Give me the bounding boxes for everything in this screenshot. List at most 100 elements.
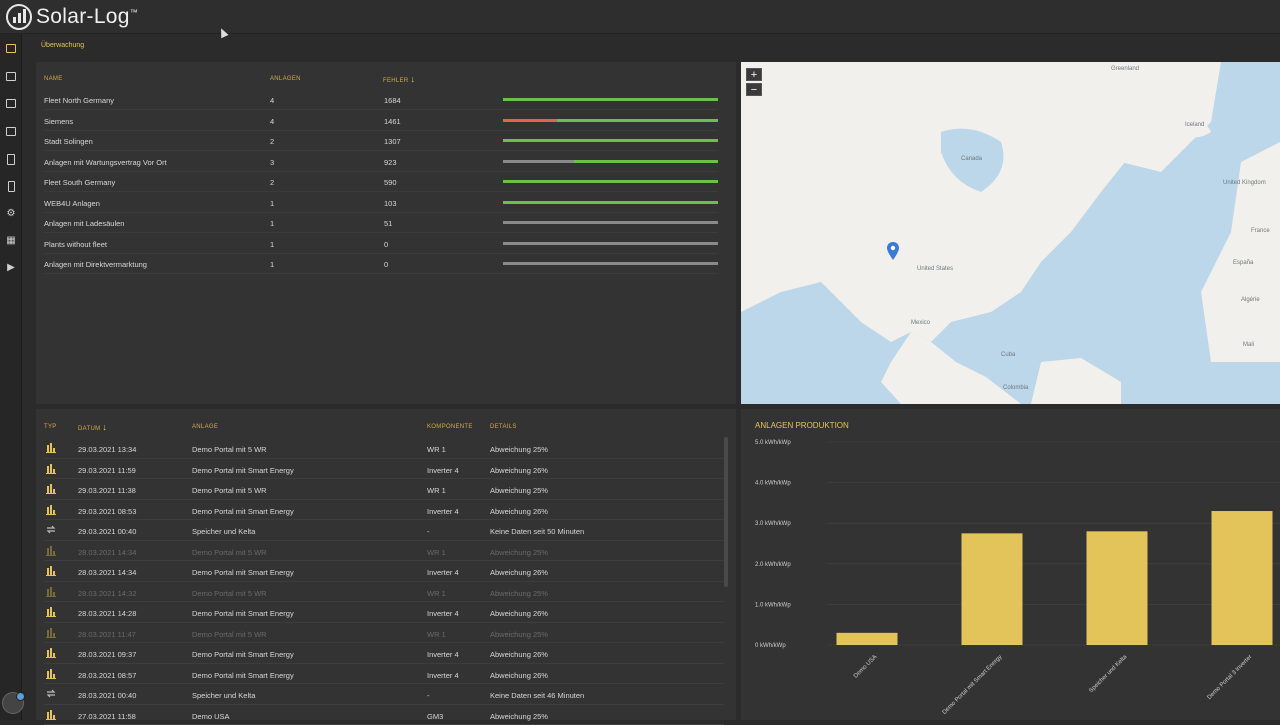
column-header-plant[interactable]: ANLAGE [192, 424, 218, 430]
fleet-panel: NAME ANLAGEN FEHLER ↓ Fleet North German… [36, 62, 736, 404]
column-header-plants[interactable]: ANLAGEN [270, 76, 301, 82]
dashboard-icon[interactable] [5, 71, 17, 82]
app-logo[interactable]: Solar-Log™ [6, 4, 138, 30]
fleet-plant-count: 1 [270, 199, 274, 208]
map-panel[interactable]: + − United States Mexico Canada Greenlan… [741, 62, 1280, 404]
sidebar: ⚙ ▦ ▶ [0, 34, 22, 720]
event-component: WR 1 [427, 445, 446, 454]
production-bar[interactable] [962, 533, 1023, 645]
deviation-chart-icon [46, 442, 56, 453]
map-pin-icon[interactable] [887, 242, 899, 260]
clipboard-icon[interactable] [5, 153, 17, 164]
column-header-name[interactable]: NAME [44, 76, 63, 82]
deviation-chart-icon [46, 483, 56, 494]
event-row[interactable]: 29.03.2021 08:53 Demo Portal mit Smart En… [44, 500, 724, 521]
column-header-errors[interactable]: FEHLER ↓ [383, 74, 415, 84]
deviation-chart-icon [46, 545, 56, 556]
reports-icon[interactable] [5, 98, 17, 109]
fleet-status-segment-green [557, 119, 718, 122]
column-header-component[interactable]: KOMPONENTE [427, 424, 473, 430]
fleet-name: Plants without fleet [44, 240, 107, 249]
event-component: Inverter 4 [427, 507, 459, 516]
x-tick-label: Speicher und Kelta [1088, 654, 1129, 695]
column-header-date[interactable]: DATUM ↓ [78, 422, 107, 432]
fleet-name: Fleet North Germany [44, 96, 114, 105]
map-label-united-kingdom: United Kingdom [1223, 180, 1266, 186]
event-plant: Speicher und Kelta [192, 691, 255, 700]
monitoring-icon[interactable] [5, 43, 17, 54]
x-tick-label: Demo Portal 3 Inverter [1206, 654, 1253, 701]
event-component: Inverter 4 [427, 671, 459, 680]
deviation-chart-icon [46, 463, 56, 474]
fleet-status-bar [503, 119, 718, 122]
column-header-type[interactable]: TYP [44, 424, 57, 430]
event-plant: Speicher und Kelta [192, 527, 255, 536]
zoom-in-button[interactable]: + [746, 68, 762, 81]
fleet-name: Fleet South Germany [44, 178, 115, 187]
event-details: Abweichung 25% [490, 589, 548, 598]
fleet-status-segment-green [503, 180, 718, 183]
fleet-status-bar [503, 221, 718, 224]
settings-icon[interactable]: ⚙ [5, 208, 17, 219]
event-details: Abweichung 26% [490, 609, 548, 618]
x-tick-label: Demo Portal mit Smart Energy [942, 654, 1004, 716]
fleet-name: Stadt Solingen [44, 137, 93, 146]
production-bar[interactable] [1087, 531, 1148, 645]
event-date: 28.03.2021 14:28 [78, 609, 136, 618]
column-header-details[interactable]: DETAILS [490, 424, 517, 430]
fleet-status-bar [503, 262, 718, 265]
device-icon[interactable] [5, 180, 17, 191]
event-component: GM3 [427, 712, 443, 721]
fleet-plant-count: 3 [270, 158, 274, 167]
documents-icon[interactable] [5, 126, 17, 137]
sort-desc-icon: ↓ [102, 422, 107, 432]
event-plant: Demo Portal mit 5 WR [192, 486, 267, 495]
y-tick-label: 3.0 kWh/kWp [755, 521, 791, 527]
event-date: 29.03.2021 08:53 [78, 507, 136, 516]
events-scrollbar[interactable] [724, 437, 728, 587]
zoom-out-button[interactable]: − [746, 83, 762, 96]
x-tick-label: Demo USA [853, 654, 878, 679]
y-tick-label: 5.0 kWh/kWp [755, 440, 791, 446]
event-plant: Demo Portal mit 5 WR [192, 630, 267, 639]
event-plant: Demo Portal mit 5 WR [192, 589, 267, 598]
event-component: WR 1 [427, 486, 446, 495]
deviation-chart-icon [46, 627, 56, 638]
fleet-name: Anlagen mit Direktvermarktung [44, 260, 147, 269]
event-plant: Demo Portal mit Smart Energy [192, 507, 294, 516]
fleet-status-segment-green [503, 139, 718, 142]
breadcrumb[interactable]: Überwachung [41, 42, 84, 49]
event-date: 27.03.2021 11:58 [78, 712, 136, 721]
production-bar[interactable] [1212, 511, 1273, 645]
video-icon[interactable]: ▶ [5, 262, 17, 273]
event-details: Abweichung 26% [490, 466, 548, 475]
grid-icon[interactable]: ▦ [5, 235, 17, 246]
deviation-chart-icon [46, 586, 56, 597]
event-details: Abweichung 26% [490, 671, 548, 680]
production-bar[interactable] [837, 633, 898, 645]
event-plant: Demo Portal mit 5 WR [192, 445, 267, 454]
